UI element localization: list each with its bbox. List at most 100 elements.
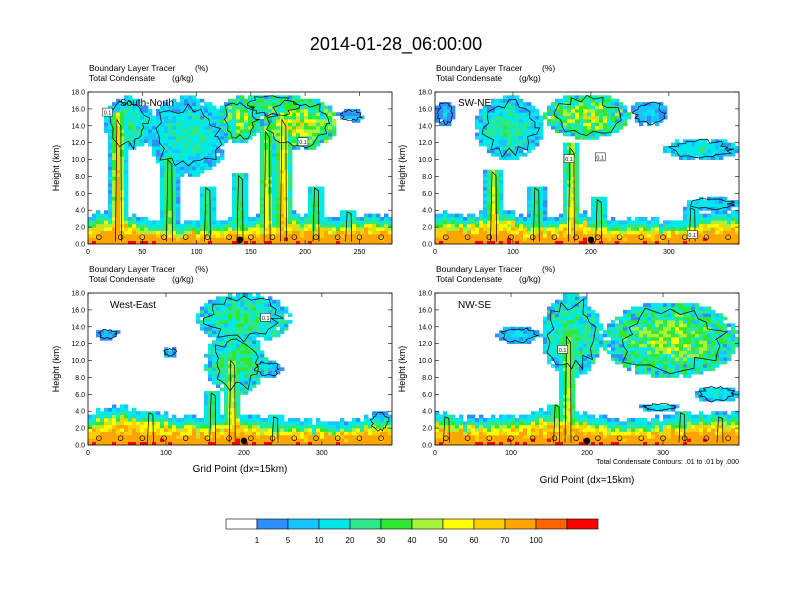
tracer-cell [232,220,237,225]
tracer-cell [192,169,197,174]
tracer-cell [731,227,736,231]
tracer-cell [248,95,253,100]
tracer-cell [212,129,217,133]
tracer-cell [679,156,684,160]
tracer-cell [112,112,117,117]
tracer-cell [248,434,253,439]
tracer-cell [276,105,281,110]
tracer-cell [152,421,157,426]
tracer-cell [192,431,197,436]
y-tick-label: 12.0 [418,140,432,147]
tracer-cell [324,233,329,238]
tracer-cell [316,139,321,144]
tracer-cell [132,216,137,221]
tracer-cell [236,370,241,375]
tracer-cell [388,233,392,238]
tracer-cell [244,233,249,238]
tracer-cell [236,309,241,314]
tracer-cell [264,237,269,242]
tracer-cell [96,237,101,242]
tracer-cell [144,424,149,429]
tracer-cell [220,119,225,123]
tracer-cell [112,186,117,191]
tracer-cell [152,122,157,127]
tracer-cell [88,414,93,419]
tracer-cell [559,240,564,244]
condensate-contour [269,435,276,441]
tracer-cell [491,176,496,181]
tracer-cell [124,176,129,181]
tracer-cell [240,125,245,130]
tracer-cell [735,233,739,238]
tracer-cell [507,102,512,106]
tracer-cell [220,438,225,443]
tracer-cell [232,119,237,123]
tracer-cell [240,347,245,351]
tracer-cell [499,216,504,221]
tracer-cell [699,240,704,244]
tracer-cell [304,233,309,238]
tracer-cell [308,108,313,113]
tracer-cell [483,108,488,113]
tracer-cell [100,237,105,242]
tracer-cell [128,105,133,110]
tracer-cell [236,414,241,419]
tracer-cell [479,139,484,144]
tracer-cell [244,417,249,422]
tracer-cell [104,330,109,334]
tracer-cell [384,434,389,439]
tracer-cell [531,213,536,218]
tracer-cell [220,380,225,385]
tracer-cell [268,240,273,244]
tracer-cell [256,220,261,225]
tracer-cell [320,139,325,144]
tracer-cell [280,173,285,177]
tracer-cell [232,122,237,127]
tracer-cell [232,216,237,221]
tracer-cell [643,108,648,113]
tracer-cell [368,240,373,244]
tracer-cell [503,210,508,214]
tracer-cell [252,343,257,348]
tracer-cell [132,115,137,120]
tracer-cell [579,122,584,127]
tracer-cell [491,102,496,106]
tracer-cell [256,320,261,324]
tracer-cell [260,166,265,171]
tracer-cell [531,230,536,235]
tracer-cell [244,350,249,355]
tracer-cell [284,240,289,244]
tracer-cell [483,206,488,211]
tracer-cell [184,112,189,117]
tracer-cell [240,216,245,221]
tracer-cell [152,414,157,419]
tracer-cell [719,220,724,225]
tracer-cell [104,129,109,133]
tracer-cell [160,183,165,187]
tracer-cell [340,223,345,228]
tracer-cell [168,119,173,123]
tracer-cell [575,105,580,110]
tracer-cell [212,240,217,244]
tracer-cell [384,441,389,445]
tracer-cell [176,196,181,201]
tracer-cell [695,200,700,204]
tracer-cell [160,203,165,208]
tracer-cell [264,363,269,368]
tracer-cell [639,220,644,225]
tracer-cell [519,115,524,120]
tracer-cell [164,220,169,225]
tracer-cell [364,233,369,238]
tracer-cell [583,115,588,120]
tracer-cell [140,428,145,432]
tracer-cell [639,112,644,117]
tracer-cell [248,428,253,432]
tracer-cell [555,227,560,231]
tracer-cell [483,129,488,133]
tracer-cell [348,431,353,436]
tracer-cell [571,196,576,201]
tracer-cell [727,227,732,231]
tracer-cell [312,129,317,133]
tracer-cell [220,441,225,445]
tracer-cell [108,203,113,208]
